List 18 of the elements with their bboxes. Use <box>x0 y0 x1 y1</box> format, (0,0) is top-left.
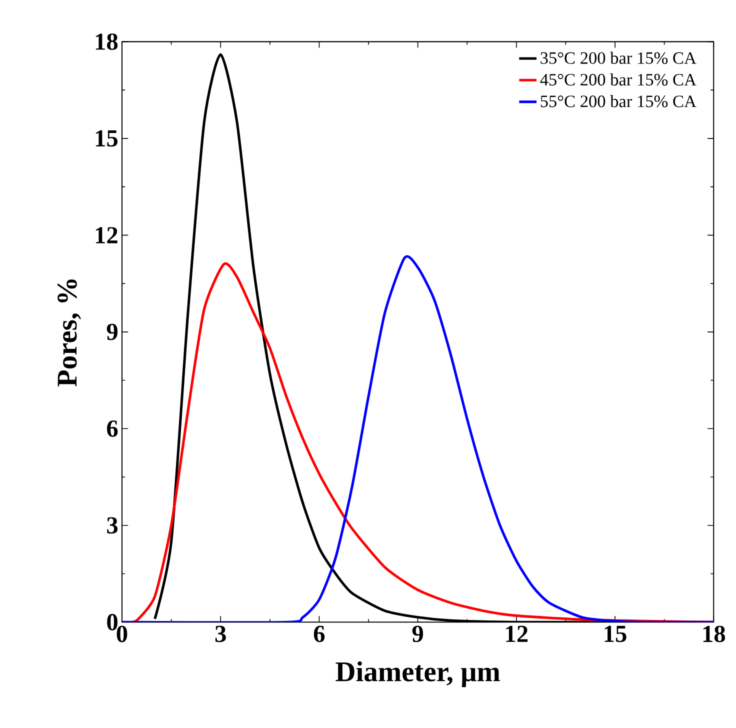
x-axis-title: Diameter, μm <box>336 661 500 688</box>
y-tick-label: 18 <box>96 34 118 50</box>
x-tick-label: 18 <box>703 626 726 642</box>
legend-label: 35°C 200 bar 15% CA <box>540 52 696 64</box>
x-tick-label: 9 <box>412 626 424 642</box>
legend-label: 45°C 200 bar 15% CA <box>540 73 696 86</box>
y-tick-label: 6 <box>107 420 118 437</box>
y-tick-label: 3 <box>107 517 118 534</box>
y-tick-label: 12 <box>96 227 118 244</box>
x-tick-label: 6 <box>314 626 325 642</box>
x-tick-label: 3 <box>215 626 226 642</box>
legend-label: 55°C 200 bar 15% CA <box>540 95 696 108</box>
x-tick-label: 15 <box>604 626 626 642</box>
y-tick-label: 15 <box>96 130 118 147</box>
x-tick-label: 12 <box>506 626 528 642</box>
y-axis-title: Pores, % <box>58 280 81 387</box>
y-tick-label: 9 <box>106 324 118 340</box>
y-tick-label: 0 <box>107 614 118 630</box>
